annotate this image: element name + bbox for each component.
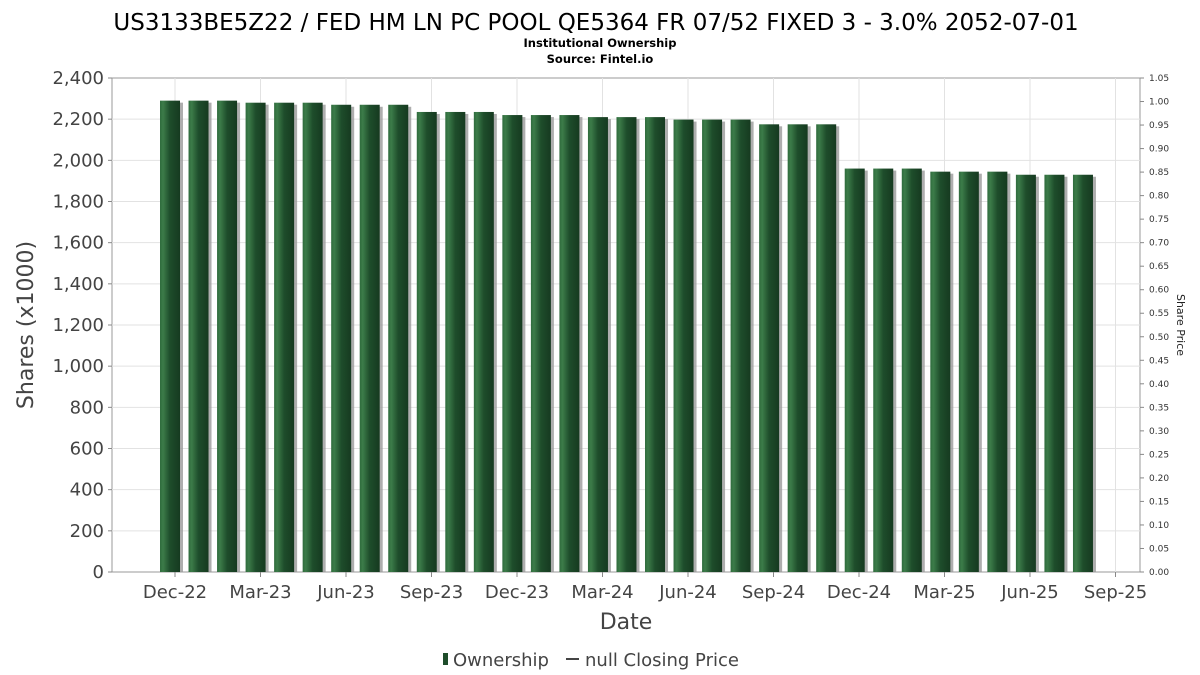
y2-tick-label: 0.55 <box>1149 309 1169 319</box>
ownership-bar <box>530 115 551 573</box>
y2-tick-label: 0.70 <box>1149 239 1169 249</box>
x-tick-label: Sep-23 <box>400 582 463 603</box>
x-tick-label: Sep-24 <box>742 582 805 603</box>
x-tick-label: Dec-24 <box>827 582 891 603</box>
ownership-bar <box>188 100 209 573</box>
ownership-bar <box>217 100 238 573</box>
x-tick-label: Jun-25 <box>1000 582 1059 603</box>
x-tick-label: Mar-23 <box>229 582 291 603</box>
ownership-bar <box>816 124 837 572</box>
x-tick-label: Dec-22 <box>143 582 207 603</box>
y-tick-label: 400 <box>70 480 104 501</box>
y2-tick-label: 0.40 <box>1149 380 1169 390</box>
y-tick-label: 1,400 <box>52 274 104 295</box>
ownership-bar <box>245 102 266 572</box>
chart-subtitle: Institutional Ownership <box>524 36 677 50</box>
y2-axis-label: Share Price <box>1174 294 1187 356</box>
ownership-bar <box>388 104 409 572</box>
x-tick-label: Mar-24 <box>571 582 633 603</box>
ownership-bar <box>930 171 951 572</box>
y2-tick-label: 1.05 <box>1149 74 1169 84</box>
y2-tick-label: 0.20 <box>1149 474 1169 484</box>
ownership-bar <box>645 117 666 572</box>
ownership-bar <box>359 104 380 572</box>
ownership-bar <box>730 119 751 572</box>
x-tick-label: Mar-25 <box>913 582 975 603</box>
y-tick-label: 1,200 <box>52 315 104 336</box>
y2-tick-label: 0.90 <box>1149 145 1169 155</box>
y-tick-label: 0 <box>93 562 104 583</box>
y-tick-label: 1,600 <box>52 233 104 254</box>
ownership-bar <box>502 115 523 573</box>
y2-tick-label: 0.15 <box>1149 497 1169 507</box>
ownership-bar <box>901 168 922 573</box>
ownership-bar <box>958 171 979 572</box>
y2-tick-label: 0.95 <box>1149 121 1169 131</box>
ownership-bar <box>759 124 780 572</box>
y-tick-label: 2,000 <box>52 150 104 171</box>
ownership-bar <box>616 117 637 572</box>
ownership-bar <box>1072 174 1093 572</box>
bars-group <box>160 100 1096 573</box>
ownership-bar <box>559 115 580 573</box>
y2-tick-label: 0.35 <box>1149 403 1169 413</box>
y2-tick-label: 0.60 <box>1149 286 1169 296</box>
y2-tick-label: 0.50 <box>1149 333 1169 343</box>
ownership-bar <box>873 168 894 573</box>
ownership-bar <box>416 111 437 573</box>
chart-title: US3133BE5Z22 / FED HM LN PC POOL QE5364 … <box>113 10 1078 36</box>
y-tick-label: 800 <box>70 397 104 418</box>
ownership-legend-swatch <box>443 653 448 665</box>
y2-tick-label: 0.85 <box>1149 168 1169 178</box>
x-tick-label: Sep-25 <box>1084 582 1147 603</box>
ownership-bar <box>587 117 608 572</box>
ownership-bar <box>445 111 466 573</box>
ownership-bar <box>331 104 352 572</box>
x-tick-label: Dec-23 <box>485 582 549 603</box>
y-tick-label: 2,200 <box>52 109 104 130</box>
ownership-bar <box>1015 174 1036 572</box>
x-axis-label: Date <box>600 610 653 635</box>
legend-closing-price: null Closing Price <box>585 650 739 671</box>
ownership-bar <box>844 168 865 573</box>
ownership-bar <box>160 100 180 573</box>
ownership-bar <box>473 111 494 573</box>
y-axis-ticks: 0 200 400 600 800 1,000 1,200 1,400 1,600 1,800 2,… <box>52 68 112 583</box>
y2-tick-label: 0.00 <box>1149 568 1169 578</box>
ownership-bar <box>702 119 723 572</box>
ownership-bar <box>987 171 1008 572</box>
y-tick-label: 1,000 <box>52 356 104 377</box>
y2-tick-label: 0.65 <box>1149 262 1169 272</box>
ownership-bar <box>787 124 808 572</box>
y2-tick-label: 0.25 <box>1149 450 1169 460</box>
x-tick-label: Jun-23 <box>316 582 375 603</box>
y-tick-label: 1,800 <box>52 192 104 213</box>
ownership-bar <box>673 119 694 572</box>
legend-ownership: Ownership <box>453 650 549 671</box>
y-tick-label: 2,400 <box>52 68 104 89</box>
y2-axis-ticks: 0.00 0.05 0.10 0.15 0.20 0.25 0.30 0.35 0.40 0.45… <box>1140 74 1169 578</box>
x-tick-label: Jun-24 <box>658 582 717 603</box>
x-axis-ticks: Dec-22 Mar-23 Jun-23 Sep-23 Dec-23 Mar-24 Jun-… <box>143 572 1147 603</box>
y2-tick-label: 0.30 <box>1149 427 1169 437</box>
y2-tick-label: 1.00 <box>1149 98 1169 108</box>
ownership-bar <box>1044 174 1065 572</box>
y-axis-label: Shares (x1000) <box>14 241 39 409</box>
y2-tick-label: 0.05 <box>1149 544 1169 554</box>
y2-tick-label: 0.75 <box>1149 215 1169 225</box>
y-tick-label: 200 <box>70 521 104 542</box>
y2-tick-label: 0.45 <box>1149 356 1169 366</box>
ownership-bar <box>302 102 323 572</box>
y2-tick-label: 0.10 <box>1149 521 1169 531</box>
legend: Ownership null Closing Price <box>443 650 739 671</box>
chart-source: Source: Fintel.io <box>547 52 654 66</box>
ownership-bar <box>274 102 295 572</box>
y-tick-label: 600 <box>70 439 104 460</box>
y2-tick-label: 0.80 <box>1149 192 1169 202</box>
